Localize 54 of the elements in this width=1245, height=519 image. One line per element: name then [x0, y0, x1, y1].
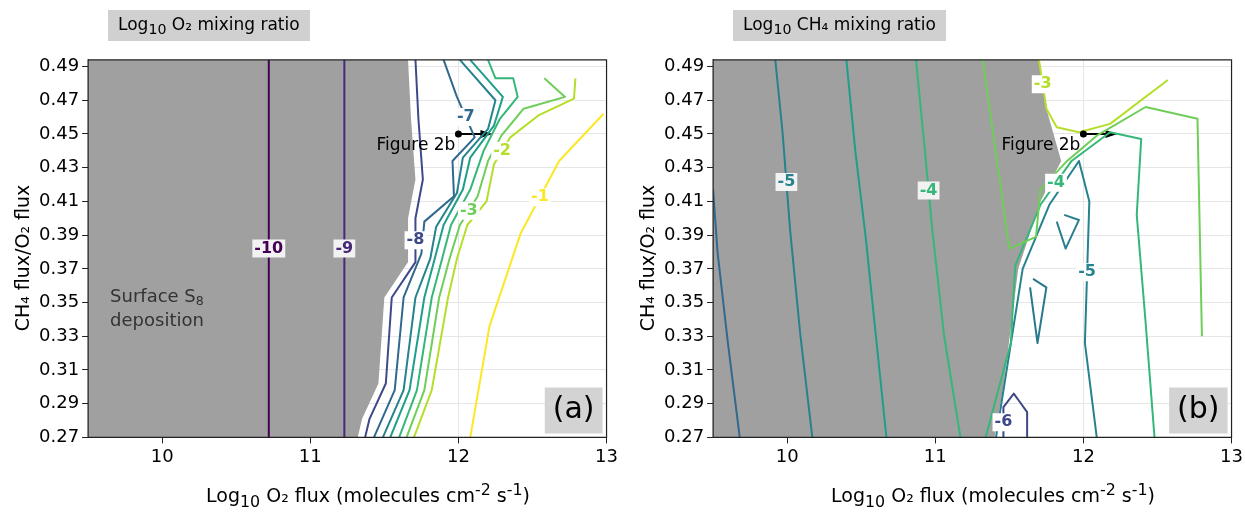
series-label: -7	[456, 106, 475, 126]
series-label: -1	[531, 186, 549, 206]
y-tick-label: 0.27	[664, 425, 705, 447]
y-tick-label: 0.33	[664, 323, 705, 345]
y-tick-label: 0.49	[664, 54, 705, 76]
y-tick-label: 0.47	[39, 87, 80, 109]
annotation: (a)	[552, 390, 595, 426]
y-axis-title: CH₄ flux/O₂ flux	[11, 184, 33, 332]
x-axis-title: Log$_{10}$ O₂ flux (molecules cm$^{-2}$ s$^{-1}$)	[831, 480, 1155, 512]
series-label: -5	[777, 171, 796, 191]
series-label: -9	[335, 237, 354, 257]
annotation: Figure 2b	[1001, 133, 1081, 154]
series-label: -4	[1047, 172, 1065, 192]
series-label: -3	[459, 199, 478, 219]
y-tick-label: 0.43	[664, 155, 705, 177]
y-tick-label: 0.35	[39, 290, 80, 312]
series-label: -5	[1078, 261, 1097, 281]
series-label: -2	[493, 139, 511, 159]
y-axis-title: CH₄ flux/O₂ flux	[636, 184, 658, 332]
annotation: (b)	[1177, 390, 1220, 426]
chart-title: Log$_{10}$ CH₄ mixing ratio	[733, 10, 946, 42]
x-tick-label: 11	[298, 444, 322, 466]
series-label: -6	[994, 411, 1013, 431]
y-tick-label: 0.49	[39, 54, 80, 76]
y-tick-label: 0.39	[39, 222, 80, 244]
y-tick-label: 0.31	[664, 357, 705, 379]
series-label: -10	[254, 237, 284, 257]
y-tick-label: 0.45	[664, 121, 705, 143]
y-tick-label: 0.45	[39, 121, 80, 143]
x-tick-label: 13	[595, 444, 618, 466]
x-tick-label: 10	[150, 444, 174, 466]
y-tick-label: 0.35	[664, 290, 705, 312]
y-tick-label: 0.37	[39, 256, 80, 278]
series-label: -8	[406, 229, 425, 249]
y-tick-label: 0.29	[664, 391, 705, 413]
y-tick-label: 0.31	[39, 357, 80, 379]
x-tick-label: 13	[1220, 444, 1243, 466]
y-tick-label: 0.43	[39, 155, 80, 177]
series-label: -3	[1033, 73, 1052, 93]
x-tick-label: 12	[446, 444, 470, 466]
x-axis-title: Log$_{10}$ O₂ flux (molecules cm$^{-2}$ s$^{-1}$)	[206, 480, 530, 512]
y-tick-label: 0.39	[664, 222, 705, 244]
y-tick-label: 0.33	[39, 323, 80, 345]
chart-title: Log$_{10}$ O₂ mixing ratio	[108, 10, 310, 42]
y-tick-label: 0.41	[39, 189, 80, 211]
y-tick-label: 0.37	[664, 256, 705, 278]
y-tick-label: 0.47	[664, 87, 705, 109]
series-label: -4	[919, 179, 938, 199]
y-tick-label: 0.29	[39, 391, 80, 413]
x-tick-label: 11	[923, 444, 947, 466]
x-tick-label: 10	[775, 444, 799, 466]
x-tick-label: 12	[1071, 444, 1095, 466]
y-tick-label: 0.27	[39, 425, 80, 447]
y-tick-label: 0.41	[664, 189, 705, 211]
